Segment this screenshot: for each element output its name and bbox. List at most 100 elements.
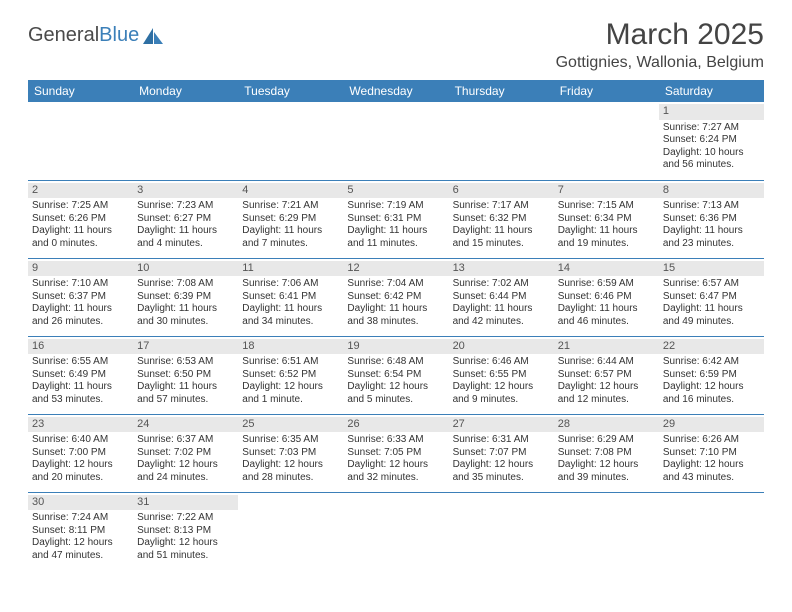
calendar-cell: 7Sunrise: 7:15 AMSunset: 6:34 PMDaylight… (554, 180, 659, 258)
sunrise-text: Sunrise: 7:10 AM (32, 278, 129, 291)
calendar-cell: 19Sunrise: 6:48 AMSunset: 6:54 PMDayligh… (343, 336, 448, 414)
day-number: 8 (659, 183, 764, 199)
calendar-cell: . (554, 102, 659, 180)
daylight-text: Daylight: 12 hours and 39 minutes. (558, 459, 655, 484)
sunrise-text: Sunrise: 6:42 AM (663, 356, 760, 369)
calendar-cell: 22Sunrise: 6:42 AMSunset: 6:59 PMDayligh… (659, 336, 764, 414)
daylight-text: Daylight: 12 hours and 35 minutes. (453, 459, 550, 484)
weekday-header: Tuesday (238, 80, 343, 102)
calendar-cell: 29Sunrise: 6:26 AMSunset: 7:10 PMDayligh… (659, 414, 764, 492)
sunrise-text: Sunrise: 6:35 AM (242, 434, 339, 447)
daylight-text: Daylight: 12 hours and 32 minutes. (347, 459, 444, 484)
sunrise-text: Sunrise: 7:23 AM (137, 200, 234, 213)
calendar-body: ......1Sunrise: 7:27 AMSunset: 6:24 PMDa… (28, 102, 764, 570)
calendar-cell: . (343, 492, 448, 570)
sunset-text: Sunset: 6:55 PM (453, 369, 550, 382)
sunset-text: Sunset: 6:41 PM (242, 291, 339, 304)
daylight-text: Daylight: 12 hours and 51 minutes. (137, 537, 234, 562)
daylight-text: Daylight: 11 hours and 57 minutes. (137, 381, 234, 406)
day-number: 11 (238, 261, 343, 277)
calendar-cell: 6Sunrise: 7:17 AMSunset: 6:32 PMDaylight… (449, 180, 554, 258)
calendar-cell: 8Sunrise: 7:13 AMSunset: 6:36 PMDaylight… (659, 180, 764, 258)
day-number: 15 (659, 261, 764, 277)
sunrise-text: Sunrise: 6:33 AM (347, 434, 444, 447)
daylight-text: Daylight: 11 hours and 15 minutes. (453, 225, 550, 250)
page-header: GeneralBlue March 2025 Gottignies, Wallo… (28, 18, 764, 72)
daylight-text: Daylight: 11 hours and 11 minutes. (347, 225, 444, 250)
calendar-row: 16Sunrise: 6:55 AMSunset: 6:49 PMDayligh… (28, 336, 764, 414)
calendar-cell: 16Sunrise: 6:55 AMSunset: 6:49 PMDayligh… (28, 336, 133, 414)
sunrise-text: Sunrise: 7:02 AM (453, 278, 550, 291)
day-number: 4 (238, 183, 343, 199)
day-number: 18 (238, 339, 343, 355)
sunset-text: Sunset: 6:57 PM (558, 369, 655, 382)
daylight-text: Daylight: 11 hours and 0 minutes. (32, 225, 129, 250)
sunrise-text: Sunrise: 7:17 AM (453, 200, 550, 213)
calendar-cell: 13Sunrise: 7:02 AMSunset: 6:44 PMDayligh… (449, 258, 554, 336)
day-number: 27 (449, 417, 554, 433)
calendar-cell: 10Sunrise: 7:08 AMSunset: 6:39 PMDayligh… (133, 258, 238, 336)
sunrise-text: Sunrise: 6:40 AM (32, 434, 129, 447)
sunset-text: Sunset: 6:34 PM (558, 213, 655, 226)
sunrise-text: Sunrise: 7:19 AM (347, 200, 444, 213)
sunset-text: Sunset: 6:42 PM (347, 291, 444, 304)
day-number: 5 (343, 183, 448, 199)
day-number: 21 (554, 339, 659, 355)
calendar-table: Sunday Monday Tuesday Wednesday Thursday… (28, 80, 764, 570)
sunrise-text: Sunrise: 6:51 AM (242, 356, 339, 369)
sunset-text: Sunset: 6:52 PM (242, 369, 339, 382)
calendar-cell: . (554, 492, 659, 570)
calendar-cell: 4Sunrise: 7:21 AMSunset: 6:29 PMDaylight… (238, 180, 343, 258)
daylight-text: Daylight: 12 hours and 1 minute. (242, 381, 339, 406)
sunset-text: Sunset: 6:44 PM (453, 291, 550, 304)
daylight-text: Daylight: 11 hours and 46 minutes. (558, 303, 655, 328)
daylight-text: Daylight: 11 hours and 38 minutes. (347, 303, 444, 328)
calendar-cell: 31Sunrise: 7:22 AMSunset: 8:13 PMDayligh… (133, 492, 238, 570)
sunset-text: Sunset: 6:27 PM (137, 213, 234, 226)
sunset-text: Sunset: 6:29 PM (242, 213, 339, 226)
calendar-cell: 18Sunrise: 6:51 AMSunset: 6:52 PMDayligh… (238, 336, 343, 414)
day-number: 10 (133, 261, 238, 277)
day-number: 12 (343, 261, 448, 277)
logo-text-b: Blue (99, 24, 139, 47)
calendar-cell: . (449, 492, 554, 570)
sunset-text: Sunset: 6:59 PM (663, 369, 760, 382)
sunrise-text: Sunrise: 7:21 AM (242, 200, 339, 213)
daylight-text: Daylight: 12 hours and 28 minutes. (242, 459, 339, 484)
day-number: 30 (28, 495, 133, 511)
daylight-text: Daylight: 11 hours and 26 minutes. (32, 303, 129, 328)
calendar-cell: 2Sunrise: 7:25 AMSunset: 6:26 PMDaylight… (28, 180, 133, 258)
calendar-cell: 24Sunrise: 6:37 AMSunset: 7:02 PMDayligh… (133, 414, 238, 492)
sunrise-text: Sunrise: 6:48 AM (347, 356, 444, 369)
day-number: 3 (133, 183, 238, 199)
sunset-text: Sunset: 8:11 PM (32, 525, 129, 538)
sunset-text: Sunset: 6:39 PM (137, 291, 234, 304)
sunrise-text: Sunrise: 7:24 AM (32, 512, 129, 525)
day-number: 31 (133, 495, 238, 511)
day-number: 24 (133, 417, 238, 433)
logo-text-a: General (28, 24, 99, 47)
day-number: 22 (659, 339, 764, 355)
sunrise-text: Sunrise: 7:08 AM (137, 278, 234, 291)
logo: GeneralBlue (28, 24, 165, 47)
calendar-cell: 1Sunrise: 7:27 AMSunset: 6:24 PMDaylight… (659, 102, 764, 180)
calendar-cell: . (133, 102, 238, 180)
weekday-header: Thursday (449, 80, 554, 102)
calendar-cell: 28Sunrise: 6:29 AMSunset: 7:08 PMDayligh… (554, 414, 659, 492)
calendar-cell: 20Sunrise: 6:46 AMSunset: 6:55 PMDayligh… (449, 336, 554, 414)
sunrise-text: Sunrise: 7:13 AM (663, 200, 760, 213)
day-number: 29 (659, 417, 764, 433)
calendar-cell: 12Sunrise: 7:04 AMSunset: 6:42 PMDayligh… (343, 258, 448, 336)
weekday-header: Saturday (659, 80, 764, 102)
sunset-text: Sunset: 6:26 PM (32, 213, 129, 226)
calendar-cell: 5Sunrise: 7:19 AMSunset: 6:31 PMDaylight… (343, 180, 448, 258)
day-number: 19 (343, 339, 448, 355)
weekday-header: Sunday (28, 80, 133, 102)
month-title: March 2025 (556, 18, 764, 52)
day-number: 28 (554, 417, 659, 433)
sunset-text: Sunset: 6:32 PM (453, 213, 550, 226)
daylight-text: Daylight: 12 hours and 43 minutes. (663, 459, 760, 484)
daylight-text: Daylight: 12 hours and 12 minutes. (558, 381, 655, 406)
calendar-cell: . (449, 102, 554, 180)
calendar-cell: 9Sunrise: 7:10 AMSunset: 6:37 PMDaylight… (28, 258, 133, 336)
